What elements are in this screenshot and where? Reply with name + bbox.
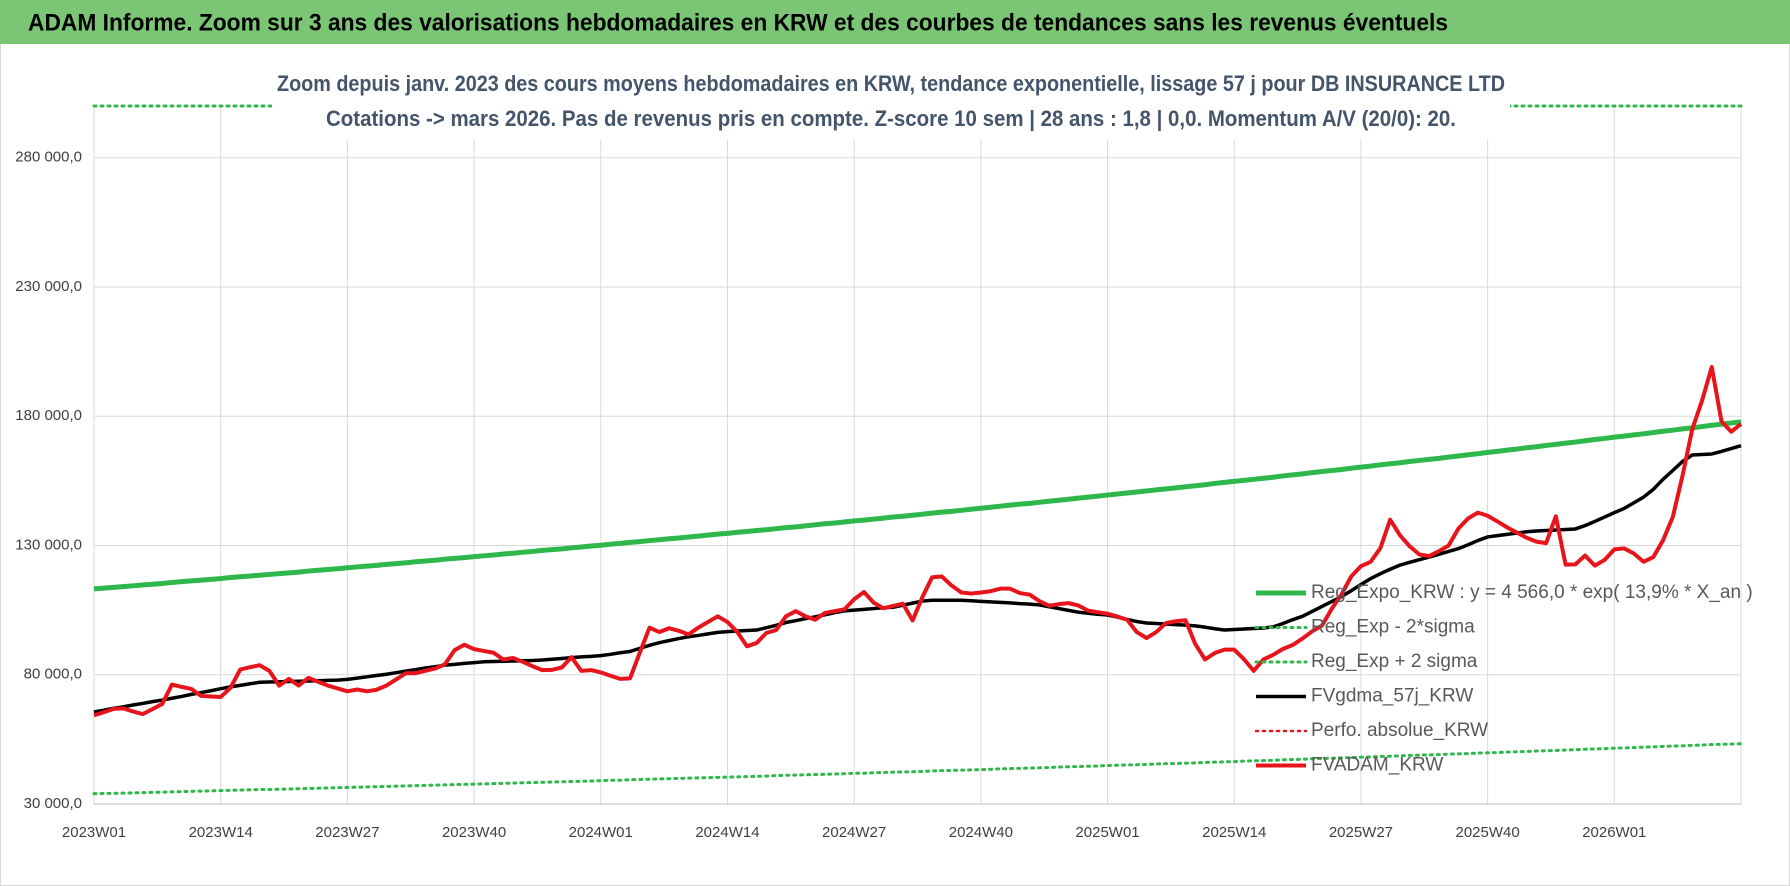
x-tick-label: 2025W40 <box>1456 824 1520 841</box>
y-tick-label: 130 000,0 <box>15 536 82 553</box>
x-tick-label: 2023W14 <box>189 824 253 841</box>
legend-label: Reg_Exp + 2 sigma <box>1311 651 1478 672</box>
x-tick-label: 2023W27 <box>315 824 379 841</box>
x-tick-label: 2023W40 <box>442 824 506 841</box>
y-tick-label: 30 000,0 <box>24 795 82 812</box>
y-tick-label: 230 000,0 <box>15 278 82 295</box>
series-line <box>93 444 1742 714</box>
series-line <box>92 742 1743 796</box>
legend-label: Perfo. absolue_KRW <box>1311 720 1488 741</box>
series-line <box>93 365 1743 718</box>
x-tick-label: 2025W01 <box>1075 824 1139 841</box>
y-tick-label: 80 000,0 <box>24 666 82 683</box>
x-tick-label: 2025W27 <box>1329 824 1393 841</box>
chart-title: ADAM Informe. Zoom sur 3 ans des valoris… <box>28 9 1448 36</box>
x-tick-label: 2023W01 <box>62 824 126 841</box>
series-line <box>93 419 1742 592</box>
subtitle-box <box>272 64 1510 140</box>
header-bar <box>0 0 1790 44</box>
chart-subtitle: Zoom depuis janv. 2023 des cours moyens … <box>277 71 1505 96</box>
chart-subtitle: Cotations -> mars 2026. Pas de revenus p… <box>326 106 1456 131</box>
legend-label: FVADAM_KRW <box>1311 755 1443 776</box>
legend-label: Reg_Exp - 2*sigma <box>1311 617 1475 638</box>
plot-area: 30 000,0 80 000,0 130 000,0 180 000,0 230 00… <box>15 104 1743 841</box>
y-tick-label: 280 000,0 <box>15 149 82 166</box>
x-tick-label: 2024W40 <box>949 824 1013 841</box>
x-tick-label: 2024W01 <box>569 824 633 841</box>
x-tick-label: 2025W14 <box>1202 824 1266 841</box>
x-tick-label: 2024W27 <box>822 824 886 841</box>
legend: Reg_Expo_KRW : y = 4 566,0 * exp( 13,9% … <box>1254 582 1753 776</box>
legend-label: FVgdma_57j_KRW <box>1311 686 1473 707</box>
y-tick-label: 180 000,0 <box>15 407 82 424</box>
x-tick-label: 2026W01 <box>1582 824 1646 841</box>
x-tick-label: 2024W14 <box>695 824 759 841</box>
legend-label: Reg_Expo_KRW : y = 4 566,0 * exp( 13,9% … <box>1311 582 1753 603</box>
